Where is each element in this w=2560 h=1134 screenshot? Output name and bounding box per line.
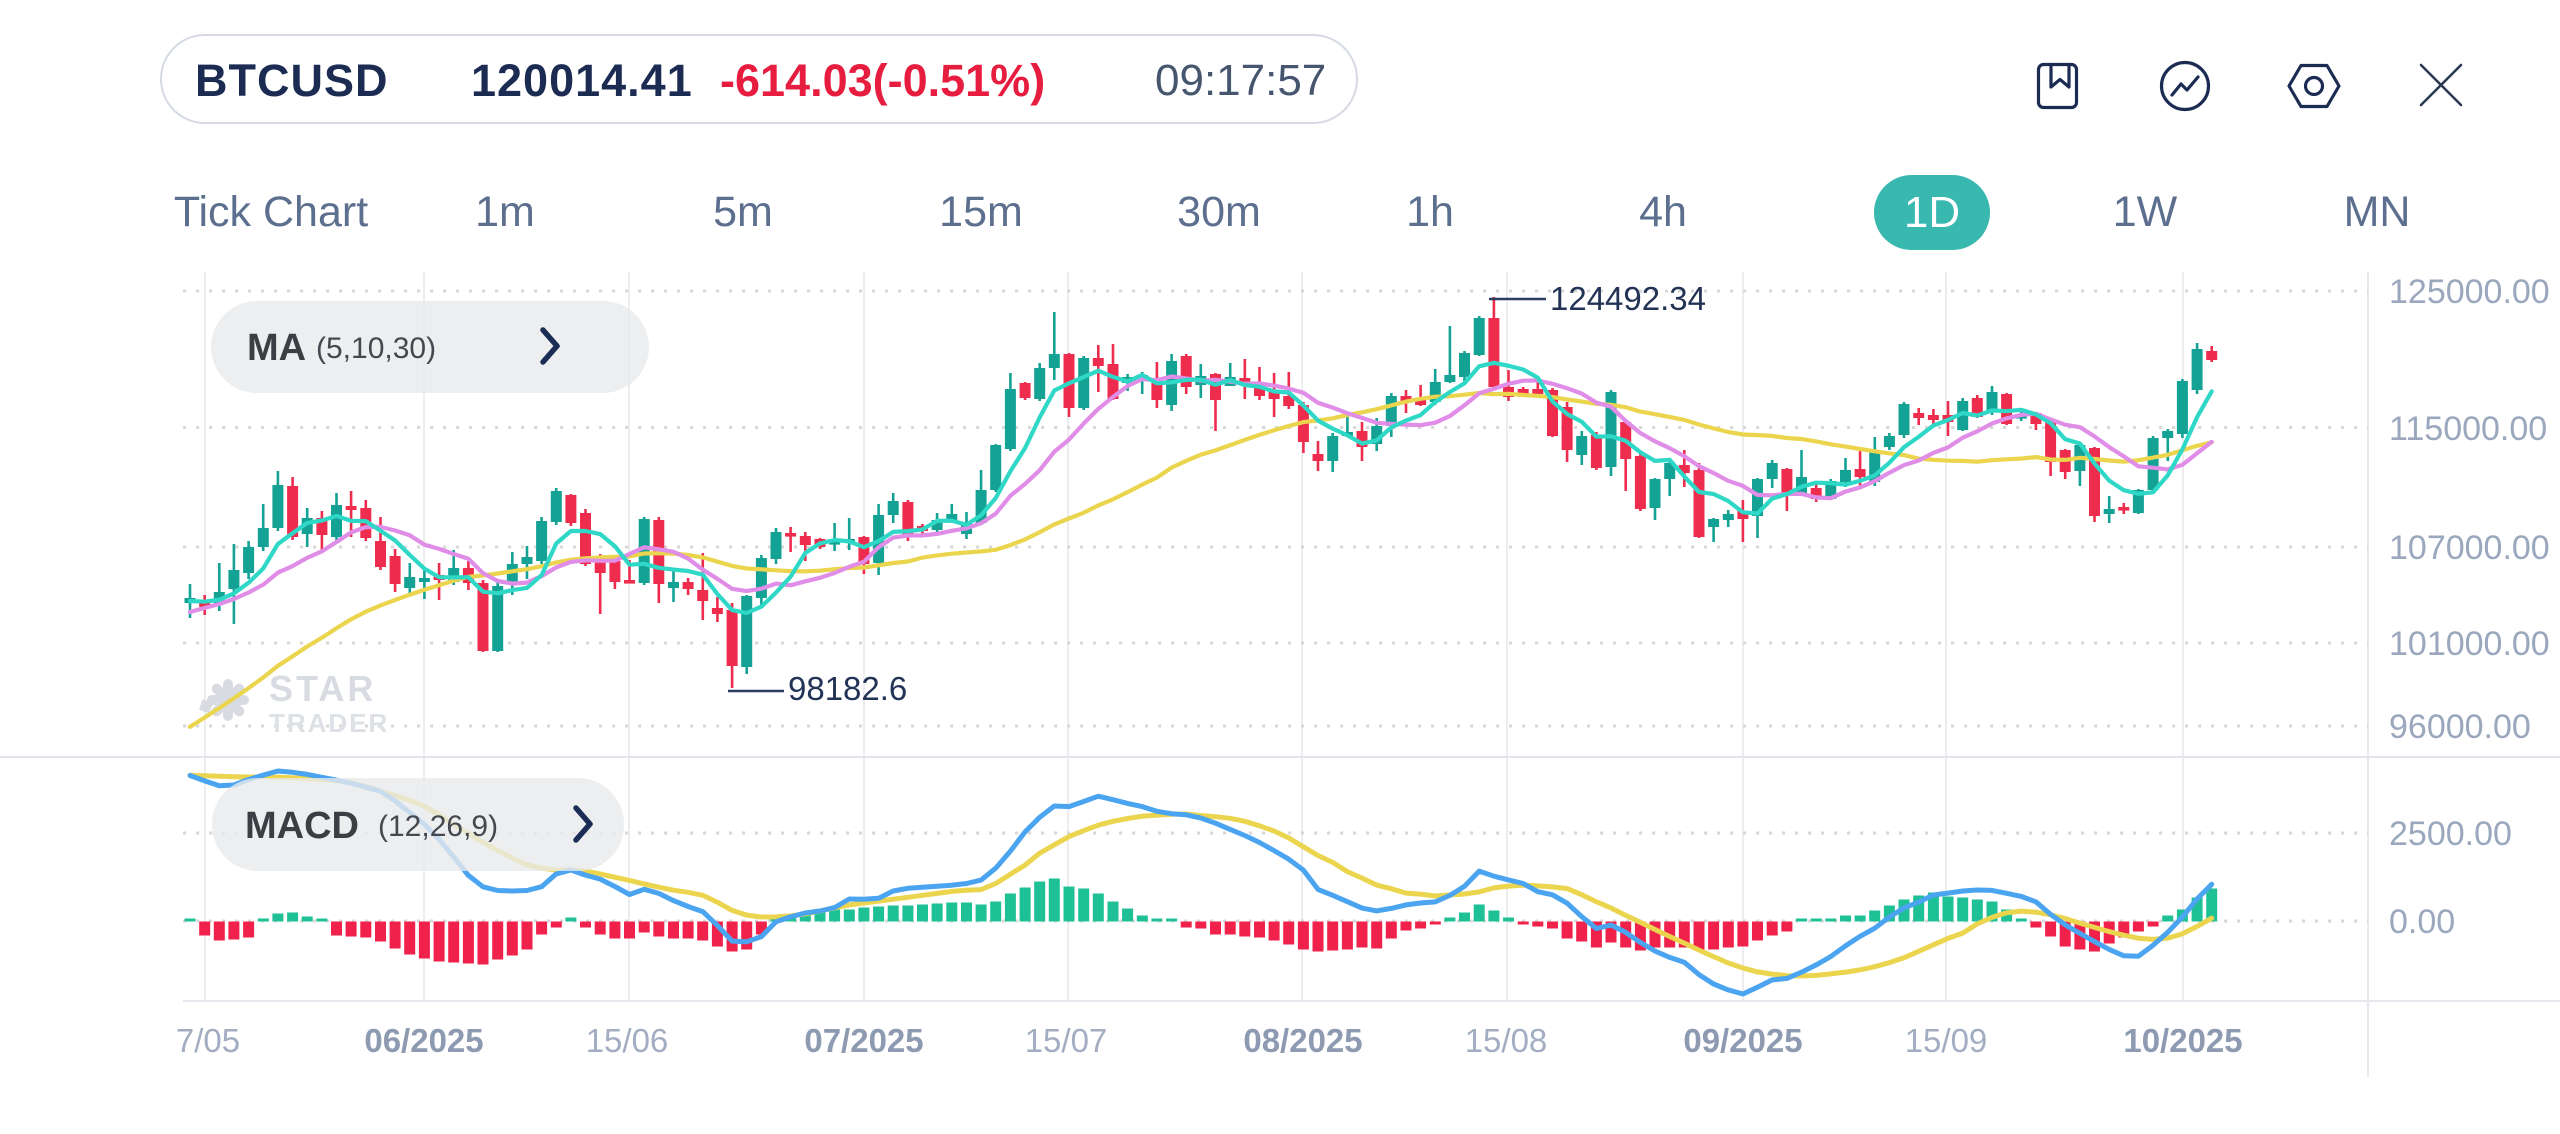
svg-text:125000.00: 125000.00 — [2389, 273, 2550, 311]
svg-text:98182.6: 98182.6 — [788, 670, 907, 707]
svg-text:15/08: 15/08 — [1465, 1022, 1548, 1059]
svg-text:MA: MA — [247, 327, 306, 369]
svg-text:101000.00: 101000.00 — [2389, 625, 2550, 663]
svg-text:107000.00: 107000.00 — [2389, 529, 2550, 567]
svg-text:115000.00: 115000.00 — [2389, 410, 2547, 448]
svg-text:08/2025: 08/2025 — [1243, 1022, 1362, 1059]
svg-text:15/06: 15/06 — [586, 1022, 669, 1059]
svg-text:2500.00: 2500.00 — [2389, 815, 2512, 853]
svg-text:(12,26,9): (12,26,9) — [378, 810, 498, 843]
svg-text:TRADER: TRADER — [269, 708, 389, 738]
svg-text:07/2025: 07/2025 — [804, 1022, 923, 1059]
svg-text:0.00: 0.00 — [2389, 903, 2455, 941]
svg-text:10/2025: 10/2025 — [2123, 1022, 2242, 1059]
svg-text:(5,10,30): (5,10,30) — [316, 332, 436, 365]
svg-text:7/05: 7/05 — [176, 1022, 240, 1059]
svg-text:15/09: 15/09 — [1905, 1022, 1988, 1059]
svg-text:124492.34: 124492.34 — [1550, 280, 1706, 317]
svg-text:09/2025: 09/2025 — [1683, 1022, 1802, 1059]
svg-text:96000.00: 96000.00 — [2389, 708, 2531, 746]
svg-text:STAR: STAR — [269, 668, 376, 709]
svg-text:15/07: 15/07 — [1025, 1022, 1108, 1059]
svg-text:MACD: MACD — [245, 805, 359, 847]
svg-text:06/2025: 06/2025 — [364, 1022, 483, 1059]
